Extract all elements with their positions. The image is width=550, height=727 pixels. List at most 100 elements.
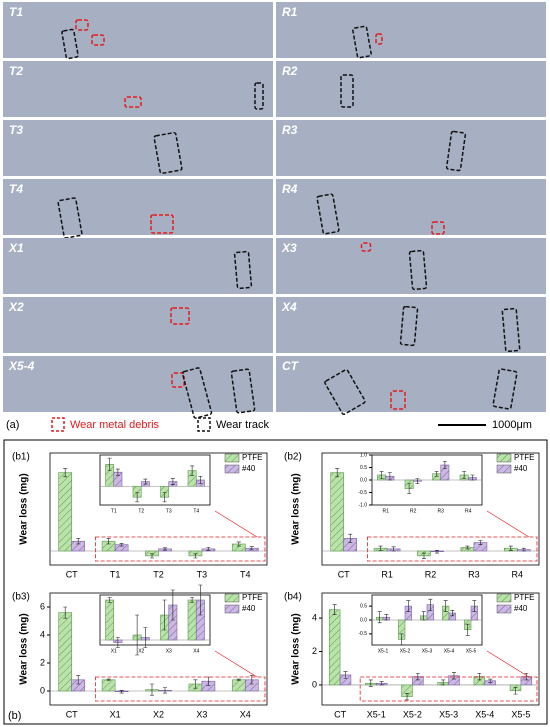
track-box bbox=[230, 368, 256, 414]
debris-box bbox=[171, 372, 185, 388]
x-tick-label: X2 bbox=[138, 648, 144, 654]
error-bar bbox=[462, 470, 467, 480]
micrograph bbox=[276, 61, 546, 117]
micrograph-label: R1 bbox=[282, 5, 298, 19]
error-bar bbox=[465, 623, 470, 636]
y-tick-label: 6 bbox=[40, 601, 45, 611]
error-bar bbox=[236, 678, 241, 681]
error-bar bbox=[143, 478, 148, 485]
legend-track-icon bbox=[197, 417, 211, 432]
debris-box bbox=[124, 96, 142, 108]
error-bar bbox=[378, 545, 383, 551]
error-bar bbox=[421, 611, 426, 621]
x-tick-label: CT bbox=[338, 569, 350, 579]
micrograph-label: R2 bbox=[282, 64, 298, 78]
legend-label: #40 bbox=[514, 604, 528, 613]
track-box bbox=[445, 130, 467, 172]
track-box bbox=[316, 193, 340, 235]
inset-arrow bbox=[214, 510, 258, 538]
micrograph bbox=[276, 297, 546, 353]
x-tick-label: X4 bbox=[240, 709, 251, 719]
error-bar bbox=[63, 468, 68, 478]
x-tick-label: R1 bbox=[383, 508, 390, 514]
y-axis-label: Wear loss (mg) bbox=[291, 473, 302, 545]
error-bar bbox=[162, 599, 167, 631]
error-bar bbox=[193, 679, 198, 689]
error-bar bbox=[149, 683, 154, 696]
x-tick-label: X5-5 bbox=[511, 709, 530, 719]
error-bar bbox=[348, 533, 353, 543]
error-bar bbox=[441, 679, 446, 686]
y-tick-label: 0 bbox=[40, 685, 45, 695]
micrograph bbox=[276, 2, 546, 58]
x-tick-label: R2 bbox=[410, 508, 417, 514]
legend-swatch bbox=[224, 604, 240, 614]
error-bar bbox=[379, 470, 384, 480]
bar bbox=[101, 679, 116, 692]
x-tick-label: X5-4 bbox=[475, 709, 494, 719]
x-tick-label: R3 bbox=[468, 569, 480, 579]
error-bar bbox=[415, 478, 420, 485]
legend-debris: Wear metal debris bbox=[70, 419, 160, 431]
panel-label: (a) bbox=[6, 419, 19, 431]
y-tick-label: 2 bbox=[312, 646, 317, 656]
legend-label: PTFE bbox=[242, 453, 262, 462]
error-bar bbox=[193, 553, 198, 559]
debris-box bbox=[431, 221, 445, 235]
x-tick-label: X3 bbox=[196, 709, 207, 719]
inset-arrow bbox=[214, 650, 258, 678]
y-tick-label: 0.5 bbox=[360, 465, 367, 471]
legend-swatch bbox=[224, 453, 240, 463]
bar bbox=[330, 472, 344, 552]
panel-label: (b3) bbox=[12, 592, 30, 603]
micrograph bbox=[3, 120, 273, 176]
micrograph-label: X5-4 bbox=[8, 359, 35, 373]
error-bar bbox=[63, 606, 68, 619]
x-tick-label: T1 bbox=[110, 569, 121, 579]
error-bar bbox=[488, 678, 493, 683]
error-bar bbox=[170, 589, 175, 621]
inset-arrow bbox=[486, 510, 530, 538]
error-bar bbox=[198, 475, 203, 485]
y-tick-label: 0.0 bbox=[360, 477, 367, 483]
track-box bbox=[324, 369, 366, 415]
error-bar bbox=[149, 553, 154, 559]
x-tick-label: X5-5 bbox=[466, 648, 477, 654]
track-box bbox=[399, 305, 419, 347]
highlight-box bbox=[95, 536, 266, 562]
error-bar bbox=[442, 460, 447, 470]
track-box bbox=[501, 307, 521, 353]
x-tick-label: T2 bbox=[138, 508, 144, 514]
error-bar bbox=[368, 679, 373, 687]
x-tick-label: X5-1 bbox=[378, 648, 389, 654]
panel-label: (b) bbox=[8, 710, 21, 722]
inset-arrow bbox=[486, 650, 530, 678]
error-bar bbox=[379, 681, 384, 686]
error-bar bbox=[421, 552, 426, 559]
micrograph-label: T3 bbox=[9, 123, 23, 137]
bar bbox=[187, 599, 197, 641]
error-bar bbox=[143, 627, 148, 648]
track-box bbox=[153, 131, 183, 175]
error-bar bbox=[170, 478, 175, 485]
legend-label: #40 bbox=[514, 464, 528, 473]
debris-box bbox=[375, 33, 383, 45]
error-bar bbox=[478, 540, 483, 545]
error-bar bbox=[107, 597, 112, 603]
error-bar bbox=[435, 550, 440, 554]
micrograph bbox=[276, 356, 546, 412]
track-box bbox=[492, 368, 518, 410]
legend-label: #40 bbox=[242, 464, 256, 473]
debris-box bbox=[150, 214, 174, 234]
panel-label: (b4) bbox=[284, 592, 302, 603]
error-bar bbox=[76, 538, 81, 545]
y-tick-label: -1.0 bbox=[358, 502, 367, 508]
x-tick-label: X5-1 bbox=[367, 709, 386, 719]
error-bar bbox=[115, 637, 120, 648]
micrograph-label: T1 bbox=[9, 5, 23, 19]
error-bar bbox=[452, 672, 457, 680]
x-tick-label: X4 bbox=[193, 648, 199, 654]
x-tick-label: T4 bbox=[193, 508, 199, 514]
micrograph-label: X2 bbox=[8, 300, 24, 314]
